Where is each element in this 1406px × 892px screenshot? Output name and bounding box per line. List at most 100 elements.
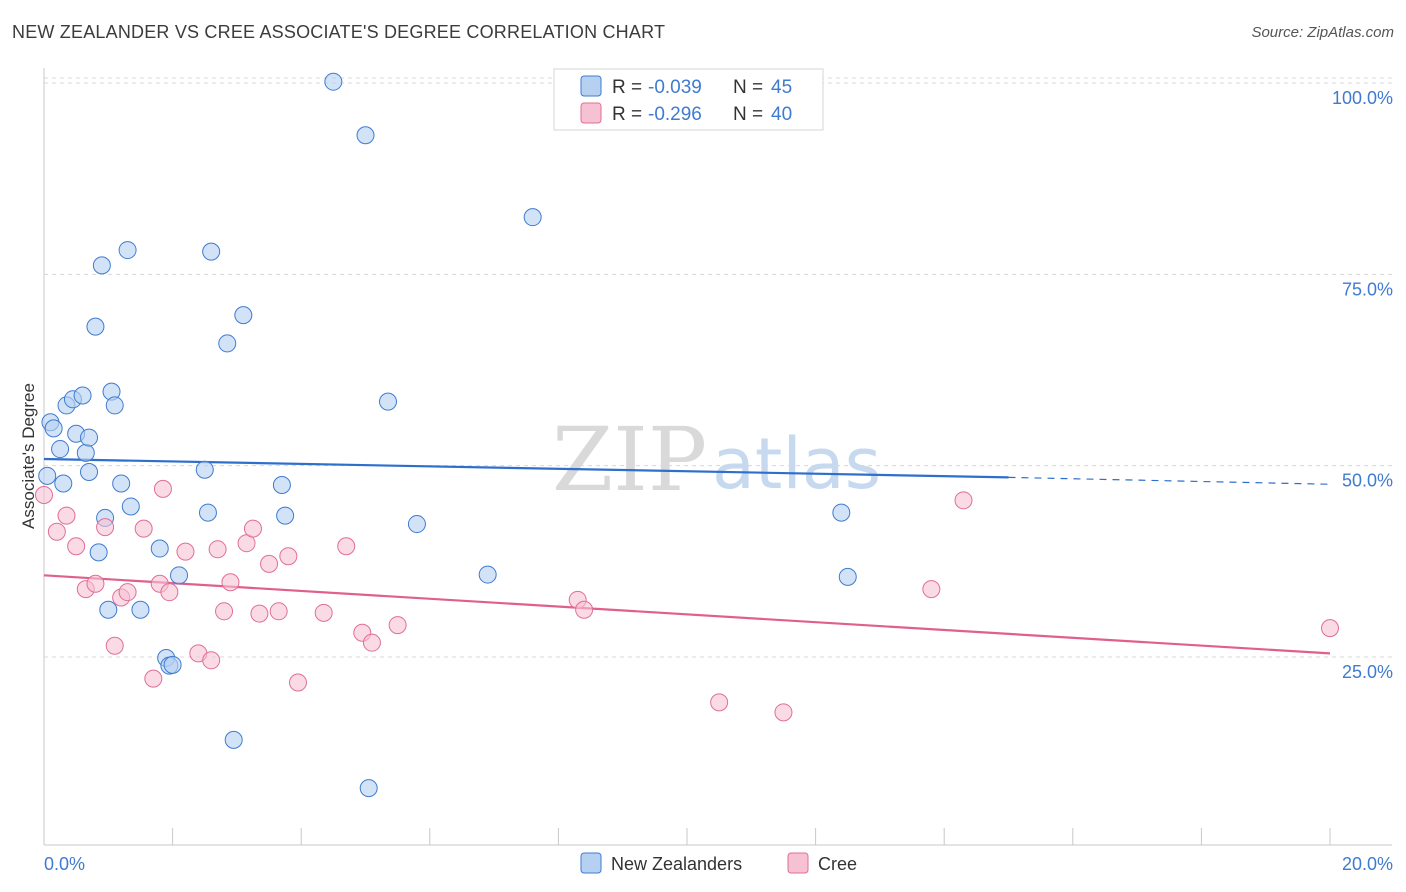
point-new-zealanders: [195, 460, 214, 479]
point-cree: [153, 479, 172, 498]
point-new-zealanders: [112, 474, 131, 493]
bottom-legend-swatch-new-zealanders: [580, 852, 602, 874]
point-cree: [243, 519, 262, 538]
point-new-zealanders: [105, 396, 124, 415]
legend: R = -0.039 N = 45 R = -0.296 N = 40: [553, 68, 824, 131]
legend-n-label-1: N =: [733, 104, 763, 125]
point-new-zealanders: [272, 476, 291, 495]
point-cree: [208, 540, 227, 559]
point-new-zealanders: [356, 126, 375, 145]
point-new-zealanders: [407, 515, 426, 534]
point-new-zealanders: [80, 463, 99, 482]
point-cree: [710, 693, 729, 712]
point-cree: [215, 602, 234, 621]
legend-r-label-1: R =: [612, 104, 642, 125]
trend-line-new-zealanders-dashed: [1008, 476, 1331, 485]
point-new-zealanders: [80, 428, 99, 447]
point-new-zealanders: [170, 566, 189, 585]
y-tick-label: 50.0%: [1342, 471, 1393, 491]
point-cree: [1321, 619, 1339, 638]
point-cree: [160, 583, 179, 602]
point-new-zealanders: [838, 567, 857, 586]
point-cree: [279, 547, 298, 566]
point-cree: [86, 574, 105, 593]
point-cree: [67, 537, 86, 556]
bottom-legend-swatch-cree: [787, 852, 809, 874]
point-new-zealanders: [224, 730, 243, 749]
legend-n-value-1: 40: [771, 104, 792, 125]
point-new-zealanders: [198, 503, 217, 522]
point-cree: [118, 583, 137, 602]
chart-source: Source: ZipAtlas.com: [1251, 24, 1394, 41]
watermark-atlas: atlas: [712, 423, 881, 505]
point-new-zealanders: [150, 539, 169, 558]
point-new-zealanders: [54, 474, 73, 493]
point-cree: [250, 604, 269, 623]
point-new-zealanders: [121, 497, 140, 516]
point-new-zealanders: [44, 419, 63, 438]
point-cree: [47, 522, 66, 541]
watermark: ZIP atlas: [552, 408, 881, 511]
bottom-legend-new-zealanders: New Zealanders: [611, 854, 742, 874]
legend-r-value-0: -0.039: [648, 77, 702, 98]
x-tick-label: 20.0%: [1342, 854, 1393, 874]
point-cree: [35, 485, 53, 504]
point-new-zealanders: [89, 543, 108, 562]
point-new-zealanders: [359, 779, 378, 798]
point-cree: [134, 519, 153, 538]
point-new-zealanders: [276, 506, 295, 525]
y-tick-label: 100.0%: [1332, 88, 1393, 108]
point-cree: [337, 537, 356, 556]
point-new-zealanders: [86, 317, 105, 336]
point-new-zealanders: [38, 466, 57, 485]
y-axis-label: Associate's Degree: [19, 383, 38, 529]
x-tick-label: 0.0%: [44, 854, 85, 874]
legend-n-label-0: N =: [733, 77, 763, 98]
point-cree: [774, 703, 793, 722]
point-cree: [388, 616, 407, 635]
point-cree: [260, 554, 279, 573]
point-new-zealanders: [76, 443, 95, 462]
legend-r-label-0: R =: [612, 77, 642, 98]
point-new-zealanders: [99, 600, 118, 619]
point-new-zealanders: [478, 565, 497, 584]
watermark-zip: ZIP: [552, 408, 707, 511]
point-new-zealanders: [131, 600, 150, 619]
point-new-zealanders: [163, 655, 182, 674]
y-tick-label: 75.0%: [1342, 279, 1393, 299]
legend-r-value-1: -0.296: [648, 104, 702, 125]
point-cree: [105, 636, 124, 655]
point-new-zealanders: [202, 242, 221, 261]
axis-layer: 100.0% 75.0% 50.0% 25.0% 0.0% 20.0%: [43, 68, 1393, 874]
trend-line-cree: [43, 574, 1331, 655]
point-cree: [96, 518, 115, 537]
point-cree: [221, 573, 240, 592]
point-new-zealanders: [92, 256, 111, 275]
chart-title: NEW ZEALANDER VS CREE ASSOCIATE'S DEGREE…: [12, 22, 666, 42]
point-cree: [57, 506, 76, 525]
point-new-zealanders: [832, 503, 851, 522]
point-new-zealanders: [73, 386, 92, 405]
point-new-zealanders: [523, 208, 542, 227]
point-cree: [575, 600, 594, 619]
point-cree: [288, 673, 307, 692]
point-cree: [202, 651, 221, 670]
point-new-zealanders: [51, 440, 70, 459]
point-cree: [269, 602, 288, 621]
points-layer: [35, 72, 1339, 798]
point-cree: [314, 603, 333, 622]
y-tick-label: 25.0%: [1342, 662, 1393, 682]
point-new-zealanders: [218, 334, 237, 353]
point-new-zealanders: [379, 392, 398, 411]
grid-layer: [44, 77, 1392, 658]
bottom-legend-cree: Cree: [818, 854, 857, 874]
point-cree: [144, 669, 163, 688]
point-cree: [922, 580, 941, 599]
legend-n-value-0: 45: [771, 77, 792, 98]
point-cree: [954, 491, 973, 510]
point-new-zealanders: [118, 241, 137, 260]
point-cree: [362, 633, 381, 652]
bottom-legend: New Zealanders Cree: [580, 852, 857, 874]
legend-swatch-new-zealanders: [580, 75, 602, 97]
